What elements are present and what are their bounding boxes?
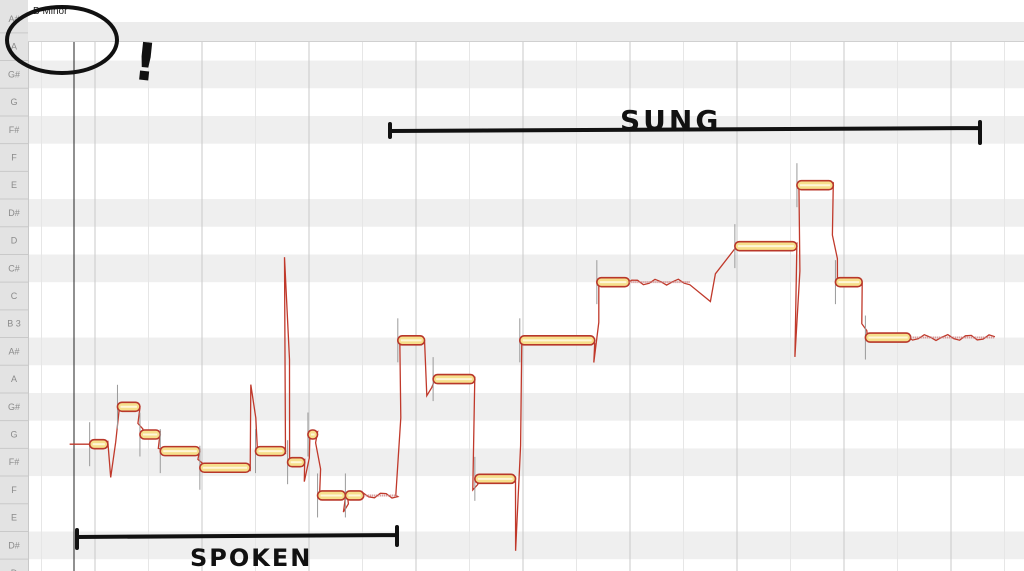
pitch-label: D#: [8, 208, 20, 218]
pitch-label: E: [11, 513, 17, 523]
pitch-row: [29, 420, 1024, 449]
pitch-label: G: [10, 430, 17, 440]
pitch-row: [29, 226, 1024, 255]
pitch-label: A: [11, 374, 17, 384]
pitch-label: A: [11, 42, 17, 52]
pitch-label: G#: [8, 402, 20, 412]
pitch-label: A#: [8, 346, 19, 356]
pitch-label: F#: [9, 457, 20, 467]
pitch-row: [29, 60, 1024, 89]
pitch-label: F: [11, 153, 17, 163]
pitch-row: [29, 282, 1024, 310]
pitch-label: E: [11, 180, 17, 190]
pitch-label: F#: [9, 125, 20, 135]
pitch-label: D: [11, 236, 18, 246]
pitch-row: [29, 143, 1024, 172]
pitch-label: A#: [8, 14, 19, 24]
pitch-label: D#: [8, 540, 20, 550]
key-signature-label: B Minor: [33, 6, 68, 17]
pitch-row: [29, 199, 1024, 227]
pitch-row: [29, 171, 1024, 200]
pitch-label: C: [11, 291, 18, 301]
pitch-row: [29, 309, 1024, 338]
pitch-row: [29, 365, 1024, 393]
timeline-band[interactable]: [28, 22, 1024, 42]
pitch-row: [29, 392, 1024, 421]
pitch-row: [29, 88, 1024, 116]
pitch-row: [29, 476, 1024, 504]
pitch-row: [29, 503, 1024, 532]
pitch-label: G#: [8, 69, 20, 79]
pitch-label: D: [11, 568, 18, 571]
pitch-row: [29, 254, 1024, 283]
pitch-row: [29, 531, 1024, 560]
pitch-label: F: [11, 485, 17, 495]
key-signature-bar[interactable]: [28, 0, 1024, 23]
pitch-label: G: [10, 97, 17, 107]
pitch-row: [29, 559, 1024, 571]
pitch-label: C#: [8, 263, 20, 273]
pitch-row: [29, 115, 1024, 144]
pitch-label: B 3: [7, 319, 21, 329]
